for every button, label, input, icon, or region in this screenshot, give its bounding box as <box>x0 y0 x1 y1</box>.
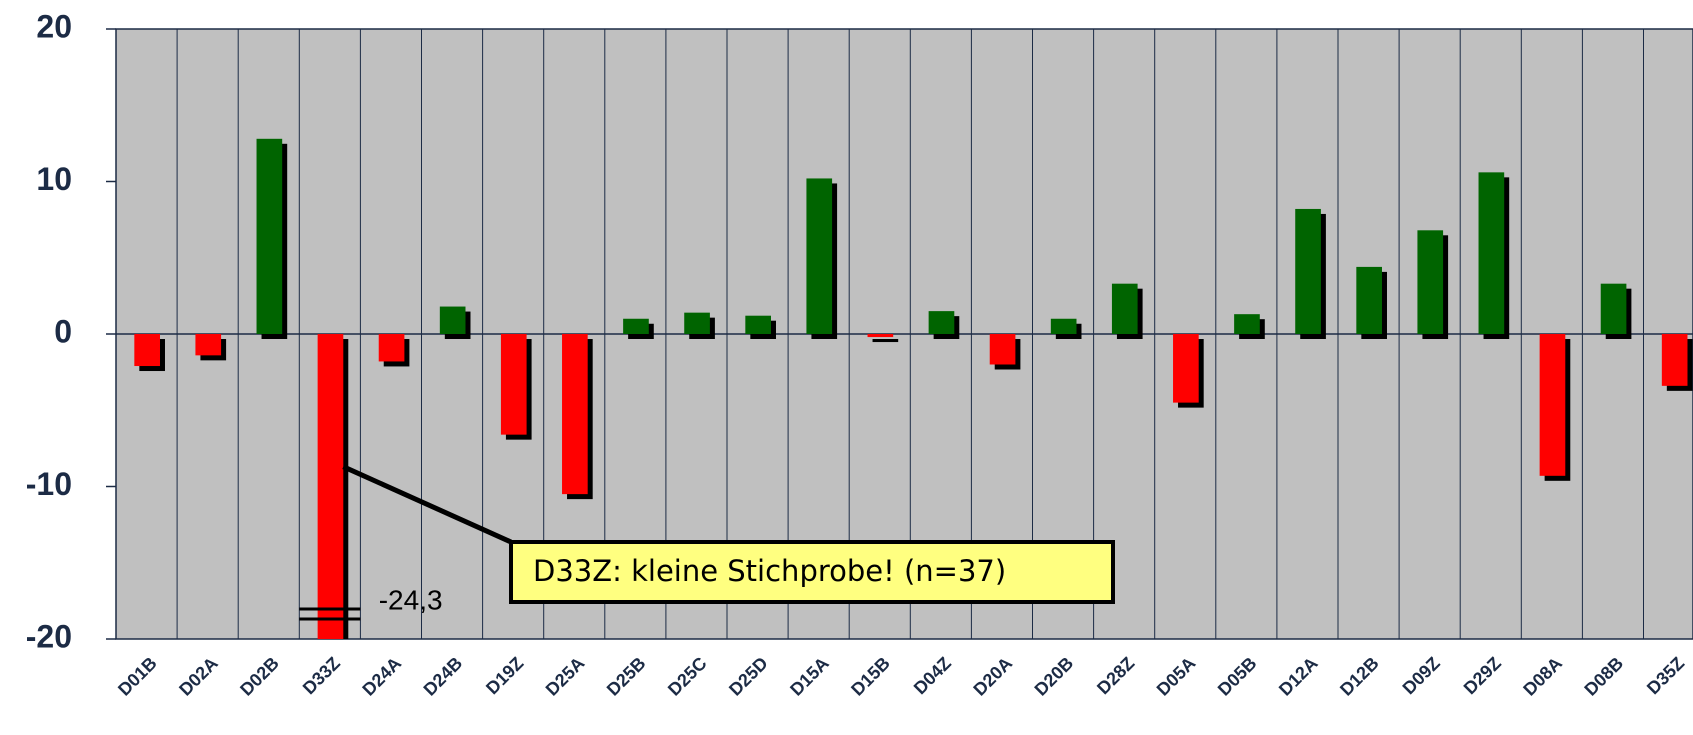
bar <box>317 334 344 639</box>
bar <box>1356 266 1382 334</box>
bar <box>562 334 588 495</box>
bar <box>1539 334 1566 476</box>
bar <box>134 334 160 367</box>
bar <box>1661 334 1688 386</box>
bar <box>1295 208 1321 334</box>
bar <box>1173 334 1199 403</box>
x-tick-label: D04Z <box>910 653 955 698</box>
x-tick-label: D02B <box>236 653 283 700</box>
bar <box>928 311 955 334</box>
plot <box>116 29 1693 639</box>
x-tick-label: D05B <box>1214 653 1261 700</box>
y-tick-label: 10 <box>36 161 72 197</box>
bar <box>623 318 649 334</box>
bar <box>806 178 833 334</box>
bar <box>745 315 771 334</box>
bar <box>1478 172 1505 334</box>
bar <box>500 334 527 435</box>
bar-shadow <box>872 339 899 343</box>
x-tick-label: D25B <box>603 653 650 700</box>
x-tick-label: D12A <box>1275 653 1322 700</box>
x-tick-label: D20B <box>1031 653 1078 700</box>
y-tick-label: -20 <box>26 618 72 654</box>
x-tick-label: D01B <box>114 653 161 700</box>
y-tick-label: 20 <box>36 8 72 44</box>
x-tick-label: D12B <box>1336 653 1383 700</box>
x-tick-label: D08A <box>1519 653 1566 700</box>
bar <box>1111 283 1138 334</box>
annotation-leader <box>342 464 513 545</box>
x-tick-label: D25A <box>542 653 589 700</box>
bar <box>378 334 405 362</box>
bar <box>1417 230 1444 334</box>
bar <box>195 334 222 356</box>
x-tick-label: D20A <box>969 653 1016 700</box>
bar <box>867 334 894 338</box>
x-tick-label: D24B <box>420 653 467 700</box>
y-tick-label: -10 <box>26 466 72 502</box>
bar <box>684 312 710 334</box>
x-tick-label: D24A <box>358 653 405 700</box>
x-tick-label: D25C <box>664 653 711 700</box>
value-label: -24,3 <box>379 584 443 615</box>
x-tick-label: D08B <box>1580 653 1627 700</box>
bar <box>1050 318 1077 334</box>
x-tick-label: D09Z <box>1399 653 1444 698</box>
bar <box>439 306 466 334</box>
x-tick-label: D25D <box>725 653 772 700</box>
annotation-text: D33Z: kleine Stichprobe! (n=37) <box>533 554 1006 588</box>
x-tick-label: D05A <box>1153 653 1200 700</box>
x-tick-label: D15B <box>847 653 894 700</box>
bar <box>256 138 283 334</box>
x-tick-label: D35Z <box>1643 653 1688 698</box>
x-tick-label: D15A <box>786 653 833 700</box>
x-tick-label: D29Z <box>1460 653 1505 698</box>
bar <box>1600 283 1627 334</box>
x-tick-label: D19Z <box>482 653 527 698</box>
x-tick-label: D33Z <box>299 653 344 698</box>
annotation-box <box>509 540 1115 604</box>
y-tick-label: 0 <box>54 313 72 349</box>
x-tick-label: D28Z <box>1093 653 1138 698</box>
x-tick-label: D02A <box>175 653 222 700</box>
bar <box>989 334 1016 365</box>
bar <box>1234 314 1260 334</box>
